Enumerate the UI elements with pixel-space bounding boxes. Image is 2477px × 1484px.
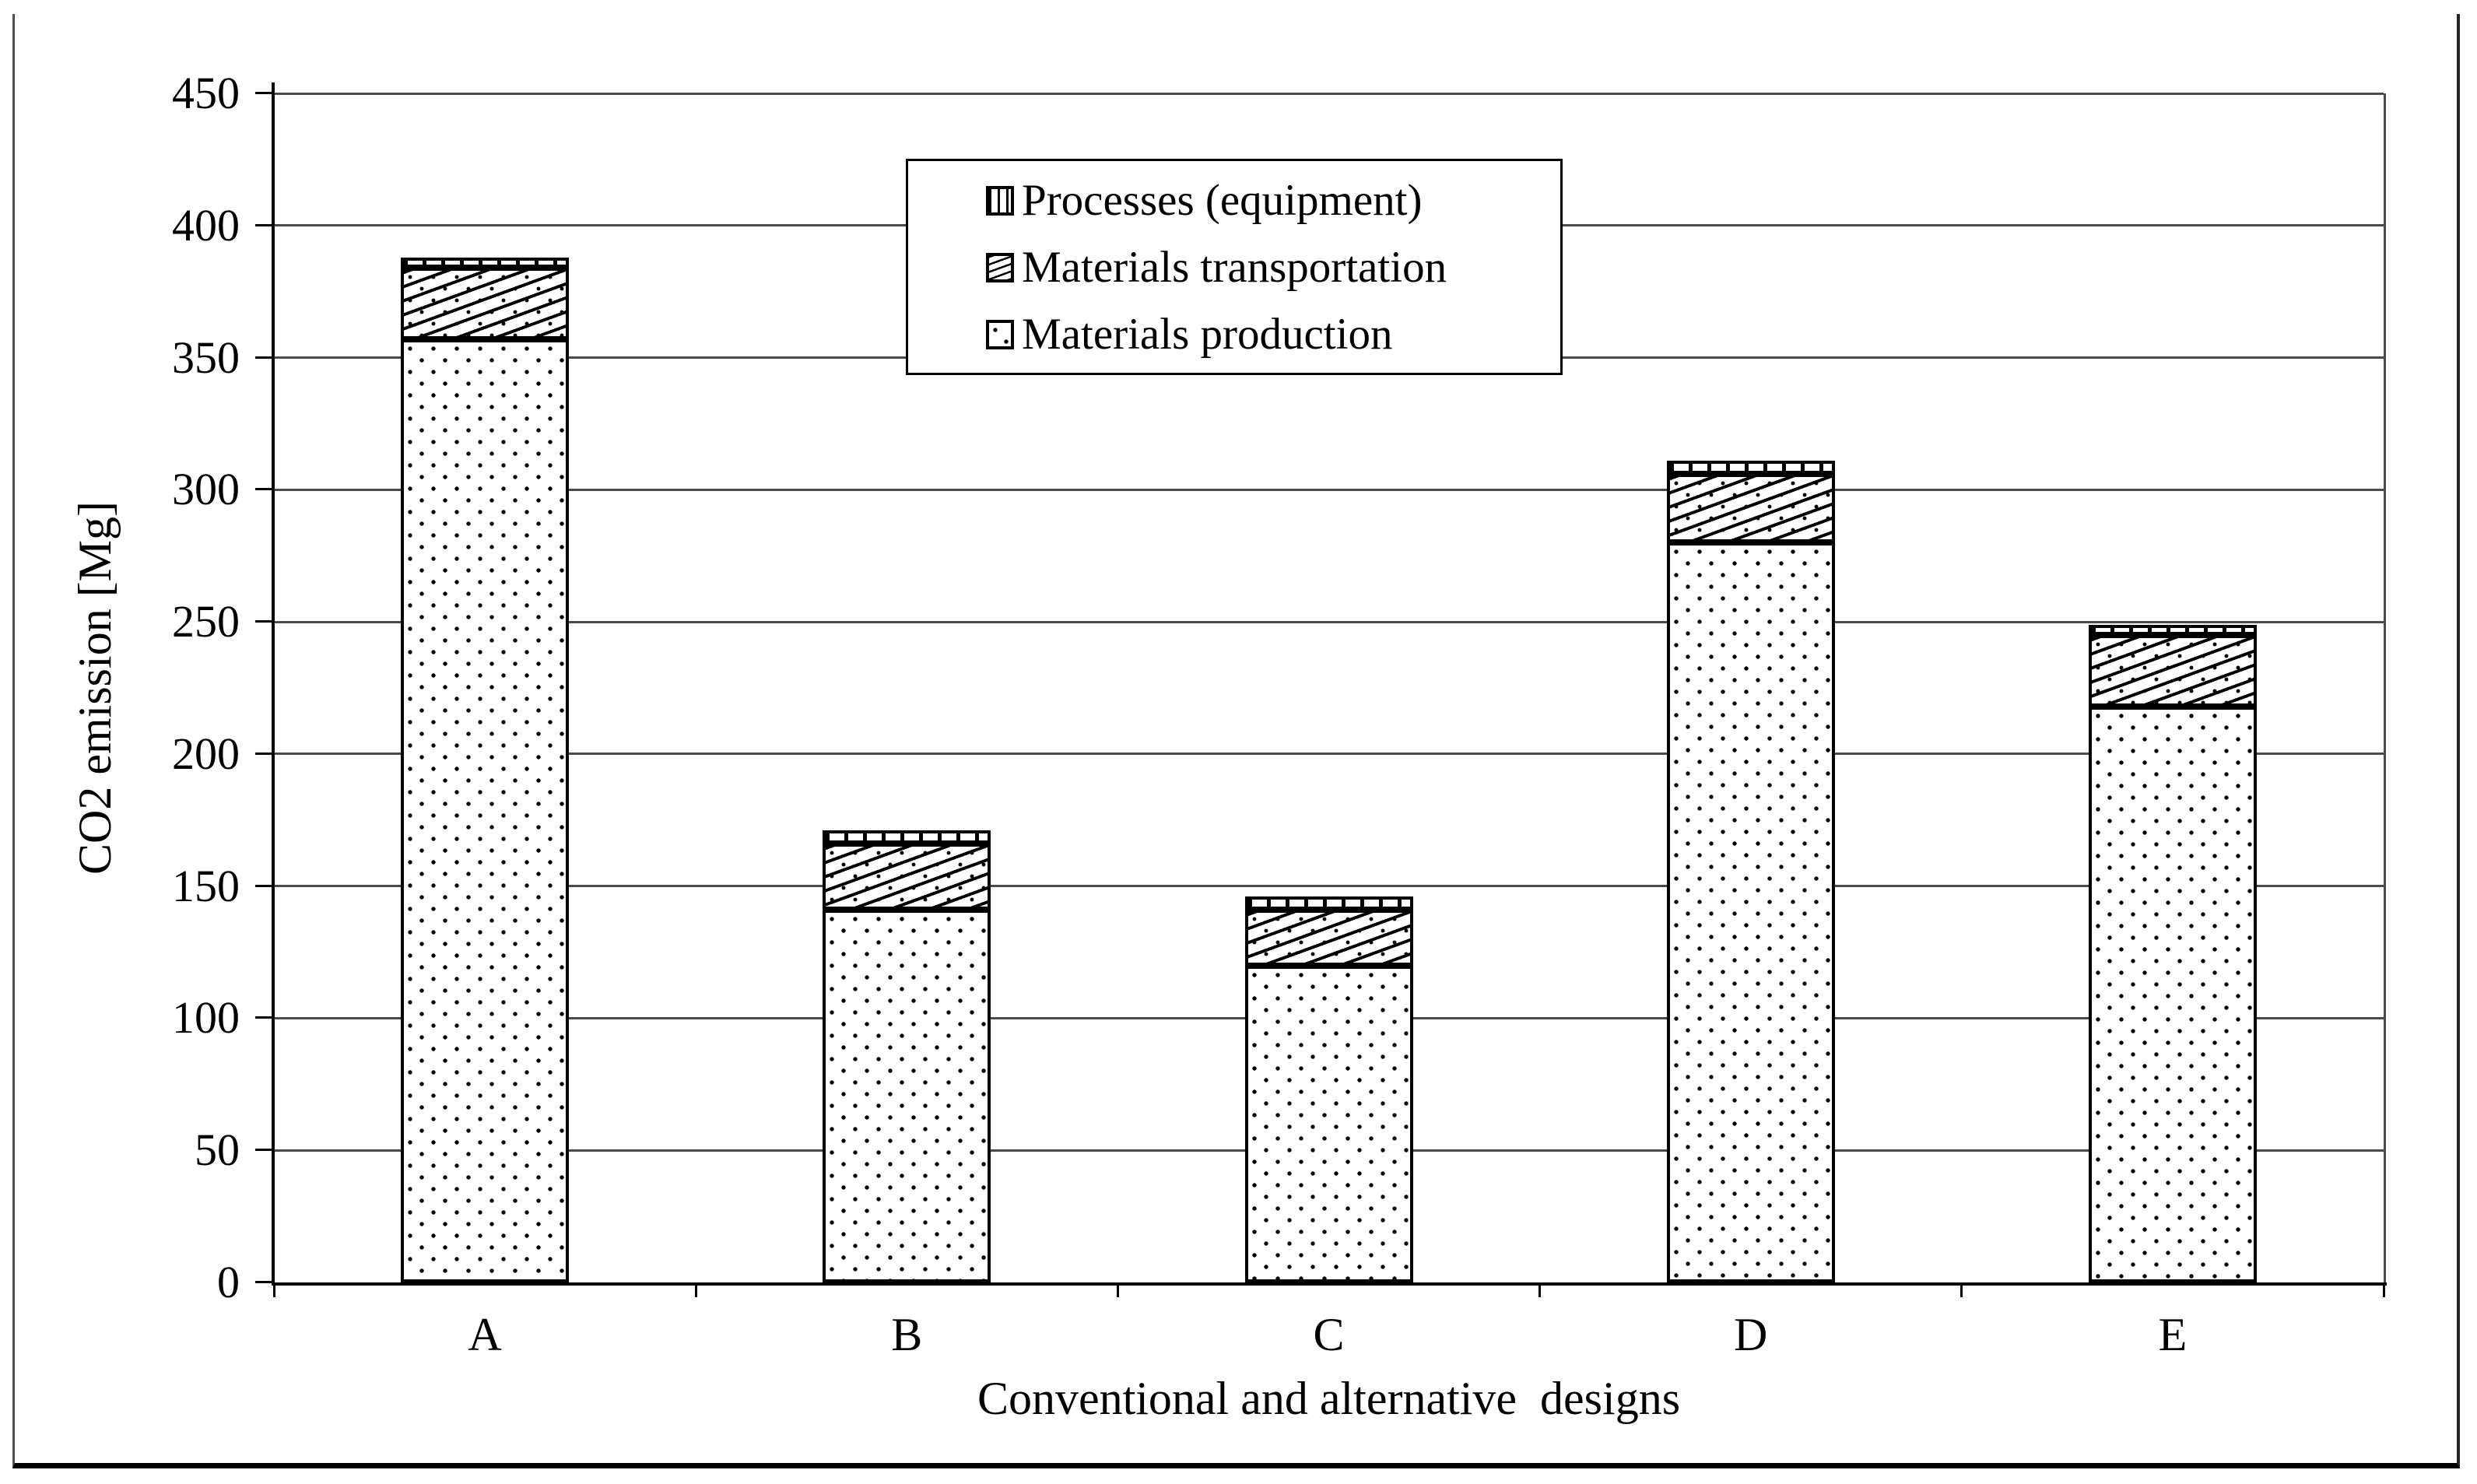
vertical-stripes-swatch-icon	[986, 186, 1014, 216]
gridline-250	[274, 620, 2384, 623]
bar-E-diagonal-hatch-segment	[2088, 635, 2257, 707]
bar-D-vertical-stripes-segment	[1666, 461, 1835, 474]
bar-E-dots-segment	[2088, 706, 2257, 1282]
y-tick-450	[255, 92, 274, 94]
x-category-label-A: A	[468, 1309, 502, 1360]
y-tick-400	[255, 223, 274, 226]
x-axis-line	[272, 1282, 2387, 1286]
bar-C-diagonal-hatch-segment	[1244, 910, 1413, 966]
y-tick-label-150: 150	[172, 860, 240, 911]
y-tick-350	[255, 356, 274, 359]
diagonal-hatch-swatch-icon	[986, 253, 1014, 282]
bar-D-dots-segment	[1666, 542, 1835, 1282]
y-tick-label-350: 350	[172, 332, 240, 383]
y-tick-label-50: 50	[195, 1124, 240, 1176]
x-category-label-D: D	[1734, 1309, 1768, 1360]
bar-E-vertical-stripes-segment	[2088, 624, 2257, 636]
gridline-150	[274, 885, 2384, 888]
x-tick-2	[1116, 1284, 1119, 1297]
x-category-label-E: E	[2158, 1309, 2188, 1360]
gridline-450	[274, 92, 2384, 95]
plot-area	[274, 92, 2386, 1282]
y-tick-label-400: 400	[172, 199, 240, 251]
x-tick-5	[2382, 1284, 2385, 1297]
bar-C-dots-segment	[1244, 965, 1413, 1282]
y-tick-label-450: 450	[172, 68, 240, 118]
legend-label-processes: Processes (equipment)	[1022, 176, 1423, 225]
bar-B-diagonal-hatch-segment	[823, 844, 991, 910]
gridline-200	[274, 753, 2384, 756]
y-tick-label-300: 300	[172, 464, 240, 515]
y-axis-line	[272, 82, 275, 1286]
bar-C-vertical-stripes-segment	[1244, 896, 1413, 910]
y-tick-250	[255, 620, 274, 623]
y-tick-300	[255, 488, 274, 491]
legend-label-production: Materials production	[1022, 310, 1393, 359]
bar-A-vertical-stripes-segment	[401, 257, 570, 268]
legend-item-processes: Processes (equipment)	[986, 167, 1560, 234]
x-category-label-C: C	[1313, 1309, 1345, 1360]
legend: Processes (equipment) Materials transpor…	[906, 159, 1563, 375]
figure-border-frame	[12, 14, 2460, 1468]
y-tick-50	[255, 1149, 274, 1152]
bar-A-diagonal-hatch-segment	[401, 268, 570, 339]
x-category-label-B: B	[891, 1309, 923, 1360]
bar-A-dots-segment	[401, 339, 570, 1282]
bar-D-diagonal-hatch-segment	[1666, 473, 1835, 543]
y-tick-label-200: 200	[172, 728, 240, 779]
legend-label-transportation: Materials transportation	[1022, 243, 1447, 292]
legend-item-production: Materials production	[986, 301, 1560, 368]
x-tick-4	[1960, 1284, 1963, 1297]
x-tick-0	[272, 1284, 275, 1297]
gridline-300	[274, 488, 2384, 491]
bar-B-dots-segment	[823, 910, 991, 1282]
y-tick-150	[255, 884, 274, 887]
x-tick-1	[694, 1284, 697, 1297]
y-tick-200	[255, 752, 274, 755]
y-tick-100	[255, 1016, 274, 1019]
dots-swatch-icon	[986, 320, 1014, 349]
bar-B-vertical-stripes-segment	[823, 830, 991, 844]
y-tick-label-100: 100	[172, 992, 240, 1044]
y-tick-0	[255, 1281, 274, 1283]
legend-item-transportation: Materials transportation	[986, 234, 1560, 301]
x-axis-title: Conventional and alternative designs	[977, 1373, 1681, 1424]
x-tick-3	[1538, 1284, 1542, 1297]
y-tick-label-250: 250	[172, 596, 240, 647]
y-tick-label-0: 0	[217, 1257, 240, 1307]
